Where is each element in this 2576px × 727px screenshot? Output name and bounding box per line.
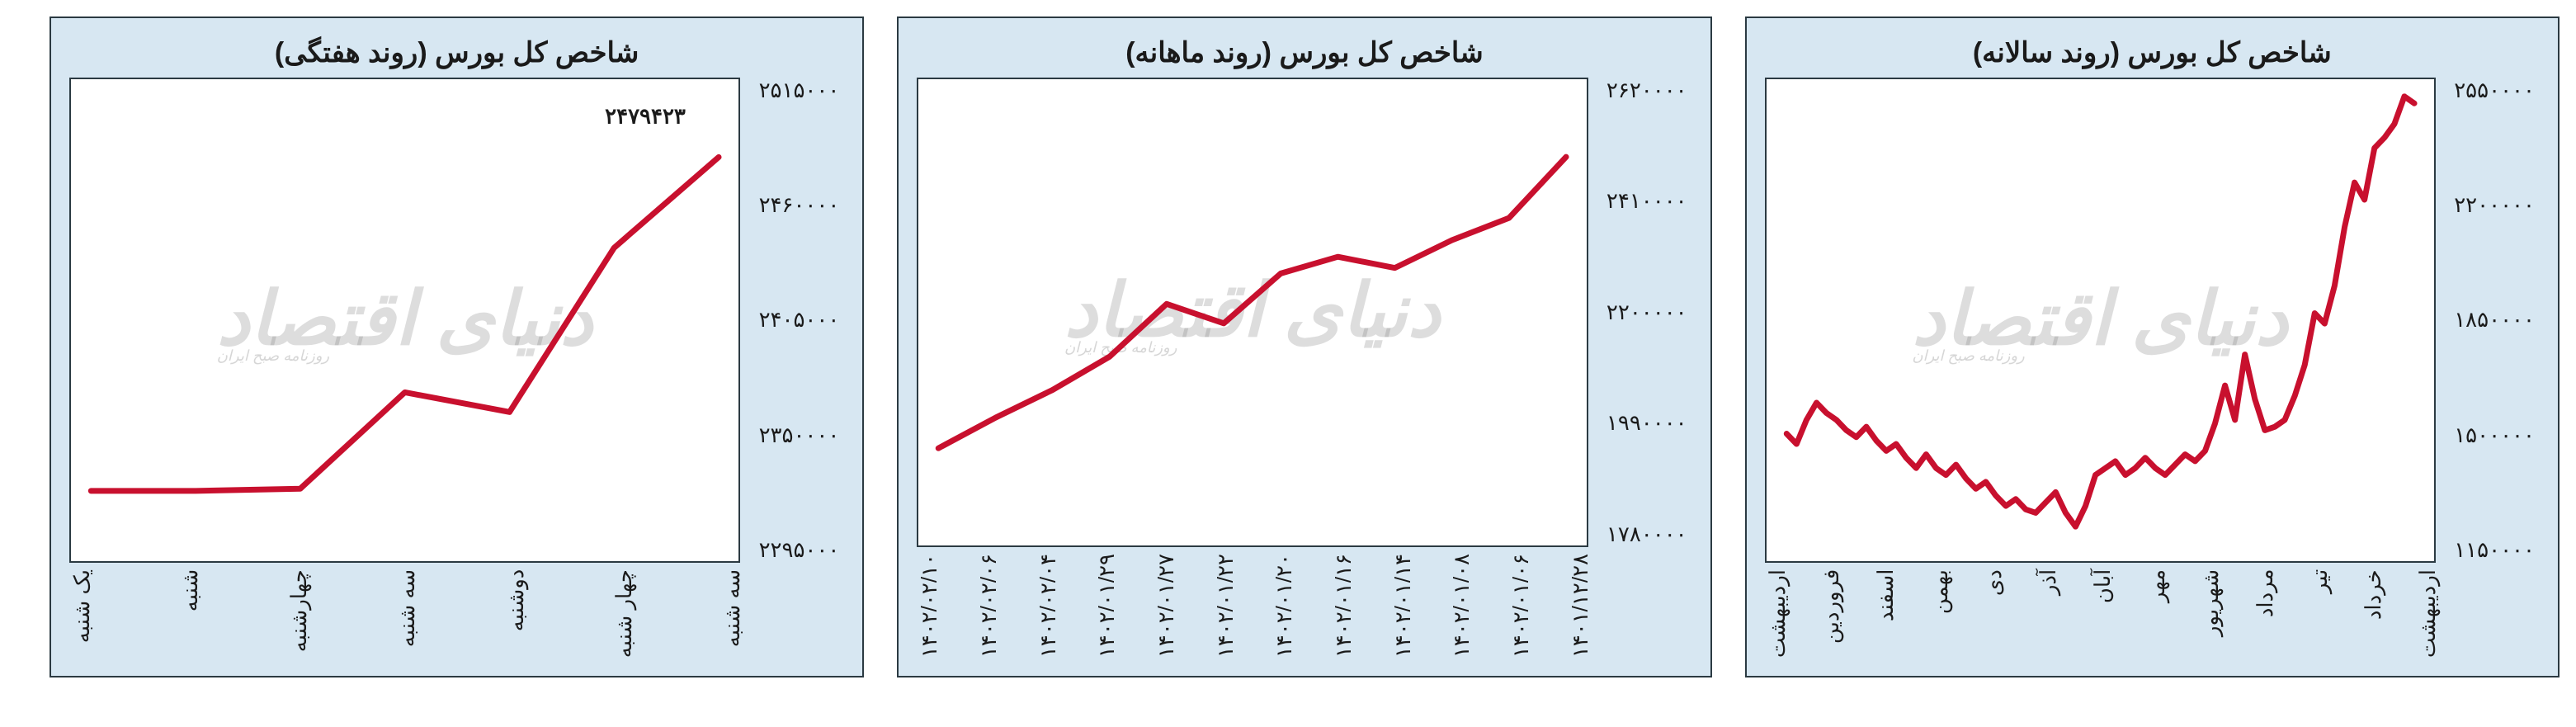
x-tick-label: ۱۴۰۲/۰۱/۲۷ <box>1154 554 1179 658</box>
x-tick-label: سه شنبه <box>394 569 420 658</box>
y-tick-label: ۲۲۰۰۰۰۰ <box>2436 192 2535 218</box>
plot-area: دنیای اقتصاد روزنامه صبح ایران <box>1765 78 2436 563</box>
x-tick-label: آبان <box>2090 569 2116 658</box>
panel-weekly: شاخص کل بورس (روند هفتگی) ۲۵۱۵۰۰۰ ۲۴۶۰۰۰۰… <box>50 17 864 677</box>
y-tick-label: ۲۶۲۰۰۰۰ <box>1588 78 1687 103</box>
y-tick-label: ۱۱۵۰۰۰۰ <box>2436 537 2535 563</box>
chart-title: شاخص کل بورس (روند هفتگی) <box>69 36 844 69</box>
y-tick-label: ۲۲۰۰۰۰۰ <box>1588 300 1687 325</box>
x-tick-label: اسفند <box>1873 569 1899 658</box>
x-tick-label: مهر <box>2144 569 2170 658</box>
series-line <box>1786 97 2414 526</box>
plot-area: دنیای اقتصاد روزنامه صبح ایران ۲۴۷۹۴۲۳ <box>69 78 740 563</box>
panel-yearly: شاخص کل بورس (روند سالانه) ۲۵۵۰۰۰۰ ۲۲۰۰۰۰… <box>1745 17 2559 677</box>
y-tick-label: ۱۷۸۰۰۰۰ <box>1588 522 1687 547</box>
x-tick-label: ۱۴۰۲/۰۱/۰۶ <box>1508 554 1534 658</box>
x-tick-label: آذر <box>2036 569 2061 658</box>
x-tick-label: چهارشنبه <box>286 569 312 658</box>
line-chart-svg <box>71 79 738 561</box>
chart-title: شاخص کل بورس (روند ماهانه) <box>917 36 1691 69</box>
y-tick-label: ۱۵۰۰۰۰۰ <box>2436 423 2535 448</box>
x-tick-label: مرداد <box>2253 569 2278 658</box>
plot-wrap: ۲۶۲۰۰۰۰ ۲۴۱۰۰۰۰ ۲۲۰۰۰۰۰ ۱۹۹۰۰۰۰ ۱۷۸۰۰۰۰ دنیا… <box>917 78 1691 547</box>
y-tick-label: ۱۸۵۰۰۰۰ <box>2436 307 2535 333</box>
x-tick-label: یک شنبه <box>69 569 95 658</box>
x-tick-label: فروردین <box>1819 569 1844 658</box>
x-axis: سه شنبه چهار شنبه دوشنبه سه شنبه چهارشنبه شنب… <box>69 563 745 658</box>
x-axis: ۱۴۰۱/۱۲/۲۸ ۱۴۰۲/۰۱/۰۶ ۱۴۰۲/۰۱/۰۸ ۱۴۰۲/۰۱/۱۴… <box>917 547 1592 658</box>
line-chart-svg <box>918 79 1586 545</box>
y-tick-label: ۲۴۶۰۰۰۰ <box>740 192 839 218</box>
panel-monthly: شاخص کل بورس (روند ماهانه) ۲۶۲۰۰۰۰ ۲۴۱۰۰۰… <box>897 17 1711 677</box>
line-chart-svg <box>1767 79 2434 561</box>
x-tick-label: ۱۴۰۲/۰۲/۰۶ <box>976 554 1002 658</box>
x-tick-label: ۱۴۰۲/۰۲/۰۴ <box>1036 554 1061 658</box>
series-line <box>939 157 1567 448</box>
x-tick-label: تیر <box>2307 569 2333 658</box>
y-tick-label: ۱۹۹۰۰۰۰ <box>1588 410 1687 436</box>
chart-title: شاخص کل بورس (روند سالانه) <box>1765 36 2540 69</box>
x-tick-label: ۱۴۰۲/۰۱/۲۰ <box>1271 554 1297 658</box>
y-tick-label: ۲۵۱۵۰۰۰ <box>740 78 839 103</box>
y-tick-label: ۲۳۵۰۰۰۰ <box>740 423 839 448</box>
y-tick-label: ۲۵۵۰۰۰۰ <box>2436 78 2535 103</box>
x-tick-label: چهار شنبه <box>611 569 637 658</box>
y-tick-label: ۲۴۱۰۰۰۰ <box>1588 188 1687 214</box>
x-tick-label: شهریور <box>2198 569 2224 658</box>
x-tick-label: شنبه <box>177 569 203 658</box>
x-tick-label: ۱۴۰۱/۱۲/۲۸ <box>1568 554 1593 658</box>
plot-wrap: ۲۵۱۵۰۰۰ ۲۴۶۰۰۰۰ ۲۴۰۵۰۰۰ ۲۳۵۰۰۰۰ ۲۲۹۵۰۰۰ دنیا… <box>69 78 844 563</box>
x-tick-label: خرداد <box>2361 569 2386 658</box>
x-axis: اردیبهشت خرداد تیر مرداد شهریور مهر آبان آذر دی ب… <box>1765 563 2441 658</box>
x-tick-label: ۱۴۰۲/۰۱/۰۸ <box>1449 554 1474 658</box>
x-tick-label: دی <box>1981 569 2007 658</box>
x-tick-label: ۱۴۰۲/۰۱/۱۶ <box>1331 554 1356 658</box>
y-axis: ۲۵۱۵۰۰۰ ۲۴۶۰۰۰۰ ۲۴۰۵۰۰۰ ۲۳۵۰۰۰۰ ۲۲۹۵۰۰۰ <box>740 78 844 563</box>
x-tick-label: ۱۴۰۲/۰۲/۱۰ <box>917 554 942 658</box>
x-tick-label: اردیبهشت <box>1765 569 1790 658</box>
x-tick-label: بهمن <box>1927 569 1953 658</box>
x-tick-label: ۱۴۰۲/۰۱/۲۲ <box>1213 554 1238 658</box>
x-tick-label: سه شنبه <box>719 569 745 658</box>
y-axis: ۲۶۲۰۰۰۰ ۲۴۱۰۰۰۰ ۲۲۰۰۰۰۰ ۱۹۹۰۰۰۰ ۱۷۸۰۰۰۰ <box>1588 78 1692 547</box>
chart-row: شاخص کل بورس (روند هفتگی) ۲۵۱۵۰۰۰ ۲۴۶۰۰۰۰… <box>33 0 2576 694</box>
y-tick-label: ۲۲۹۵۰۰۰ <box>740 537 839 563</box>
x-tick-label: اردیبهشت <box>2415 569 2441 658</box>
plot-area: دنیای اقتصاد روزنامه صبح ایران <box>917 78 1588 547</box>
x-tick-label: دوشنبه <box>503 569 529 658</box>
x-tick-label: ۱۴۰۲/۰۱/۱۴ <box>1390 554 1416 658</box>
series-line <box>91 157 719 490</box>
plot-wrap: ۲۵۵۰۰۰۰ ۲۲۰۰۰۰۰ ۱۸۵۰۰۰۰ ۱۵۰۰۰۰۰ ۱۱۵۰۰۰۰ دنیا… <box>1765 78 2540 563</box>
y-tick-label: ۲۴۰۵۰۰۰ <box>740 307 839 333</box>
y-axis: ۲۵۵۰۰۰۰ ۲۲۰۰۰۰۰ ۱۸۵۰۰۰۰ ۱۵۰۰۰۰۰ ۱۱۵۰۰۰۰ <box>2436 78 2540 563</box>
x-tick-label: ۱۴۰۲/۰۱/۲۹ <box>1094 554 1120 658</box>
